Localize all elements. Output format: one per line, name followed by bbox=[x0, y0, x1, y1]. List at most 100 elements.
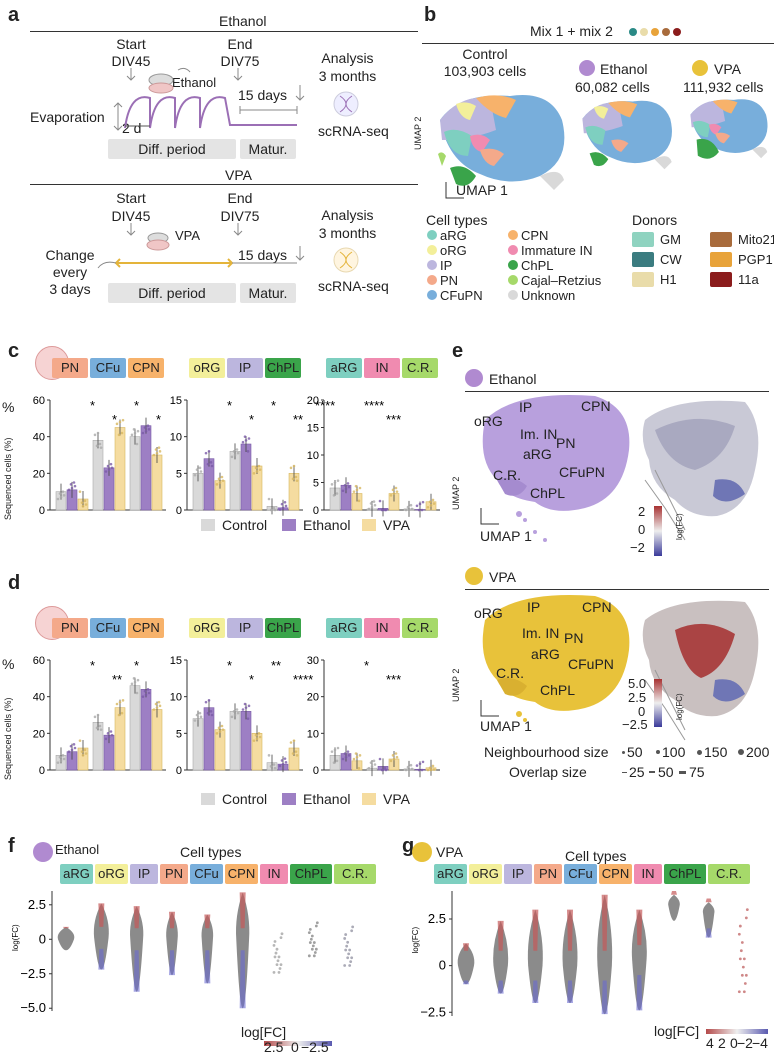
data-point bbox=[421, 500, 425, 504]
data-point bbox=[395, 490, 399, 493]
significance-label: * bbox=[227, 658, 232, 673]
bar bbox=[229, 711, 241, 771]
y-tick-label: 5 bbox=[313, 478, 319, 490]
y-tick-label: 60 bbox=[33, 655, 45, 667]
data-point bbox=[333, 481, 337, 484]
e-label: oRG bbox=[474, 605, 503, 621]
data-point bbox=[218, 730, 222, 733]
cell-type-chip: oRG bbox=[469, 864, 502, 884]
bar bbox=[129, 436, 141, 511]
data-point bbox=[278, 967, 282, 970]
data-point bbox=[292, 739, 296, 742]
data-point bbox=[93, 433, 97, 437]
vpa-cells: 111,932 cells bbox=[683, 79, 764, 95]
data-point bbox=[350, 929, 354, 933]
bar bbox=[140, 689, 152, 771]
data-point bbox=[59, 759, 63, 763]
data-point bbox=[83, 748, 87, 752]
data-point bbox=[221, 728, 225, 731]
data-point bbox=[336, 479, 340, 482]
data-point bbox=[358, 486, 362, 490]
data-point bbox=[270, 768, 274, 772]
donor-dot bbox=[673, 28, 681, 36]
donor-swatch bbox=[710, 272, 732, 287]
data-point bbox=[117, 433, 121, 437]
data-point bbox=[352, 490, 356, 493]
violin-down bbox=[497, 980, 504, 994]
data-point bbox=[367, 766, 371, 770]
panel-letter-d: d bbox=[8, 572, 21, 594]
data-point bbox=[70, 748, 74, 752]
violin-up bbox=[133, 906, 140, 929]
violin-down bbox=[98, 948, 105, 970]
data-point bbox=[136, 429, 140, 433]
data-point bbox=[432, 768, 436, 771]
f-legend-val: 0 bbox=[291, 1039, 299, 1055]
violin-down bbox=[705, 928, 712, 938]
y-tick-label: 30 bbox=[307, 655, 319, 667]
g-legend-val: 2 bbox=[718, 1035, 726, 1051]
significance-label: * bbox=[134, 658, 139, 673]
bar bbox=[140, 425, 152, 511]
violin-up bbox=[705, 898, 712, 903]
d-ylabel-unit: % bbox=[2, 656, 15, 672]
e-umaps bbox=[480, 395, 759, 741]
three-days-label: 3 days bbox=[49, 281, 91, 297]
end-div: DIV75 bbox=[220, 208, 260, 224]
f-legend-title: log[FC] bbox=[241, 1024, 287, 1040]
data-point bbox=[99, 446, 103, 449]
data-point bbox=[277, 955, 281, 959]
data-point bbox=[744, 916, 748, 920]
donor-swatch bbox=[710, 252, 732, 267]
y-tick-label: 40 bbox=[33, 692, 45, 704]
e-label: oRG bbox=[474, 413, 503, 429]
divider bbox=[465, 589, 769, 590]
neigh-val: 200 bbox=[746, 744, 770, 760]
e-label: ChPL bbox=[540, 682, 576, 698]
data-point bbox=[294, 750, 298, 753]
end-label: End bbox=[227, 190, 253, 206]
overlap-line bbox=[679, 771, 686, 774]
overlap-val: 75 bbox=[689, 764, 705, 780]
y-tick-label: 60 bbox=[33, 395, 45, 407]
bar bbox=[114, 707, 126, 771]
data-point bbox=[279, 936, 283, 940]
cell-type-chip: CFu bbox=[190, 864, 223, 884]
data-point bbox=[330, 750, 334, 753]
data-point bbox=[272, 506, 276, 510]
legend-label: Cajal–Retzius bbox=[521, 273, 602, 288]
cell-type-chip: CPN bbox=[128, 358, 164, 378]
cell-type-chip: ChPL bbox=[265, 618, 301, 638]
donor-label: GM bbox=[660, 232, 681, 247]
f-agent: Ethanol bbox=[55, 842, 100, 857]
every-label: every bbox=[52, 264, 88, 280]
data-point bbox=[428, 766, 432, 770]
data-point bbox=[62, 494, 66, 497]
data-point bbox=[330, 483, 334, 486]
data-point bbox=[314, 924, 318, 928]
umap1-label: UMAP 1 bbox=[456, 182, 508, 198]
y-tick-label: 20 bbox=[307, 395, 319, 407]
cell-type-chip: aRG bbox=[326, 618, 362, 638]
data-point bbox=[241, 440, 245, 444]
violin-up bbox=[671, 891, 677, 895]
data-point bbox=[232, 710, 236, 713]
cell-type-chip: CPN bbox=[128, 618, 164, 638]
data-point bbox=[737, 932, 741, 936]
e-scale-title: log(FC) bbox=[675, 513, 684, 540]
data-point bbox=[73, 746, 77, 750]
g-legend-val: −4 bbox=[752, 1035, 768, 1051]
data-point bbox=[309, 937, 313, 941]
data-point bbox=[95, 726, 99, 730]
data-point bbox=[383, 508, 387, 512]
data-point bbox=[267, 754, 271, 757]
data-point bbox=[247, 437, 251, 440]
ethanol-timeline-svg bbox=[113, 67, 359, 131]
data-point bbox=[391, 754, 395, 757]
y-tick-label: 10 bbox=[170, 692, 182, 704]
significance-label: * bbox=[249, 412, 254, 427]
e-umap1: UMAP 1 bbox=[480, 718, 532, 734]
data-point bbox=[740, 973, 744, 977]
violin-down bbox=[532, 980, 539, 1003]
data-point bbox=[395, 755, 399, 759]
